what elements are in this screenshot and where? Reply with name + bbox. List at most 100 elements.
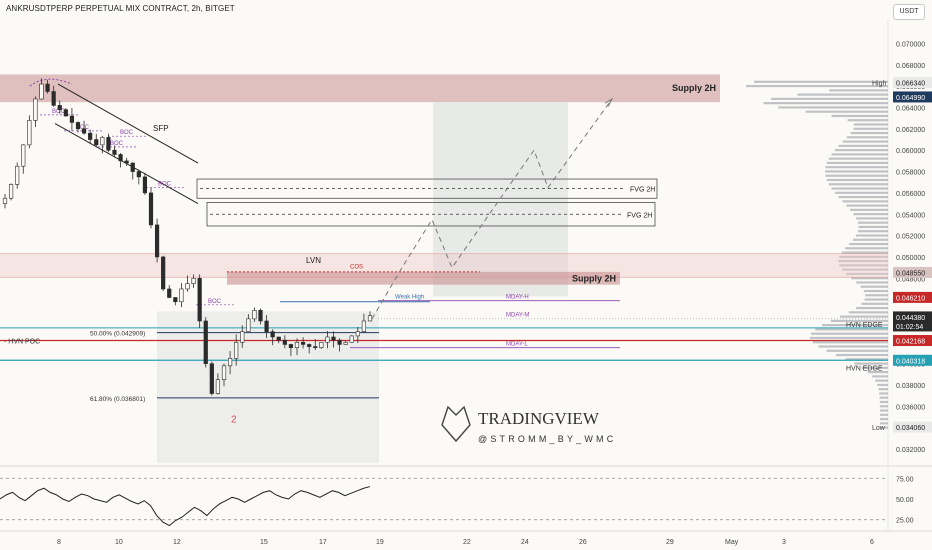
price-label-box xyxy=(893,335,932,347)
volume-profile-bar xyxy=(828,157,888,160)
candle-body xyxy=(215,379,221,394)
volume-profile-bar xyxy=(861,302,888,305)
price-tick-label: 0.052000 xyxy=(896,234,925,241)
volume-profile-bar xyxy=(855,234,888,237)
time-tick-label: 6 xyxy=(870,539,874,546)
mday-l-label: MDAY-L xyxy=(506,342,528,348)
projection-box xyxy=(433,102,568,297)
volume-profile-bar xyxy=(842,140,888,143)
price-tick-label: 0.058000 xyxy=(896,170,925,177)
volume-profile-bar xyxy=(842,200,888,203)
fib-618-label: 61.80% (0.036801) xyxy=(90,396,145,403)
volume-profile-bar xyxy=(848,311,888,314)
volume-profile-bar xyxy=(879,409,888,412)
volume-profile-bar xyxy=(879,422,888,425)
candle-body xyxy=(337,339,342,345)
volume-profile-bar xyxy=(830,319,888,322)
price-label-box xyxy=(893,266,932,278)
osc-tick-label: 50.00 xyxy=(896,497,914,504)
volume-profile-bar xyxy=(865,294,888,297)
volume-profile-bar xyxy=(878,388,888,391)
volume-profile-bar xyxy=(825,166,888,169)
time-tick-label: 3 xyxy=(782,539,786,546)
sfp-label: SFP xyxy=(153,124,169,133)
fvg-label-2: FVG 2H xyxy=(627,212,652,219)
fvg-box-2 xyxy=(206,202,656,227)
hvn-poc-label: - HVN POC xyxy=(4,339,40,346)
volume-profile-bar xyxy=(825,174,888,177)
supply-zone-top xyxy=(0,74,720,103)
candle-body xyxy=(191,277,196,284)
volume-profile-bar xyxy=(828,183,888,186)
candle-body xyxy=(161,256,166,290)
price-label-value: 0.048550 xyxy=(896,270,925,277)
candle-body xyxy=(197,277,202,322)
price-label-value: 0.040318 xyxy=(896,358,925,365)
volume-profile-bar xyxy=(879,392,888,395)
volume-profile-bar xyxy=(810,336,888,340)
volume-profile-bar xyxy=(839,255,888,258)
volume-profile-bar xyxy=(846,204,888,207)
volume-profile-bar xyxy=(853,213,888,216)
candle-body xyxy=(27,120,32,146)
osc-tick-label: 25.00 xyxy=(896,518,914,525)
price-label-box xyxy=(893,291,932,303)
candle-body xyxy=(203,320,208,364)
boc-label: BOC xyxy=(120,130,134,136)
candle-body xyxy=(331,336,336,341)
price-tick-label: 0.050000 xyxy=(896,255,925,262)
candle-body xyxy=(240,331,245,343)
price-tick-label: 0.036000 xyxy=(896,404,925,411)
candle-body xyxy=(8,184,14,199)
candle-body xyxy=(276,336,281,341)
watermark-handle: @STROMM_BY_WMC xyxy=(478,434,616,444)
candle-body xyxy=(15,165,20,185)
volume-profile-bar xyxy=(875,379,888,382)
volume-profile-bar xyxy=(746,84,888,88)
channel-upper xyxy=(57,83,199,164)
price-label-value: 0.066340 xyxy=(896,81,925,88)
volume-profile-bar xyxy=(838,195,888,199)
candle-body xyxy=(313,346,318,348)
price-tick-label: 0.068000 xyxy=(896,63,925,70)
mday-h-label: MDAY-H xyxy=(506,295,529,301)
price-tick-label: 0.056000 xyxy=(896,191,925,198)
volume-profile-bar xyxy=(829,89,888,92)
volume-profile-bar xyxy=(824,170,888,173)
candle-body xyxy=(88,132,93,140)
time-tick-label: 17 xyxy=(319,539,327,546)
candle-body xyxy=(57,105,62,110)
candle-body xyxy=(282,339,287,345)
candle-body xyxy=(167,288,172,298)
volume-profile-bar xyxy=(872,375,888,378)
price-label-box xyxy=(893,421,932,433)
volume-profile-bar xyxy=(831,153,888,156)
volume-profile-bar xyxy=(850,131,888,135)
volume-profile-bar xyxy=(810,332,888,335)
currency-button[interactable]: USDT xyxy=(893,4,925,20)
candle-body xyxy=(63,109,68,117)
weak-high-label: Weak High xyxy=(395,295,424,301)
candle-body xyxy=(221,365,227,380)
volume-profile-bar xyxy=(857,221,888,224)
time-tick-label: 19 xyxy=(376,539,384,546)
volume-profile-bar xyxy=(879,426,888,429)
candle-body xyxy=(227,358,233,367)
boc-label: BOC xyxy=(158,181,172,187)
volume-profile-bar xyxy=(860,285,888,288)
price-label-box xyxy=(893,311,932,323)
candle-body xyxy=(2,197,8,204)
volume-profile-bar xyxy=(846,272,888,276)
price-tick-label: 0.054000 xyxy=(896,212,925,219)
price-label-value: 01:02:54 xyxy=(896,324,923,331)
volume-profile-bar xyxy=(852,238,888,241)
price-tick-label: 0.060000 xyxy=(896,148,925,155)
volume-profile-bar xyxy=(861,366,888,369)
lvn-zone xyxy=(0,253,888,278)
projection-path xyxy=(371,98,613,320)
volume-profile-bar xyxy=(831,187,888,190)
candle-body xyxy=(246,318,251,332)
price-tick-label: 0.070000 xyxy=(896,41,925,48)
supply-zone-top-label: Supply 2H xyxy=(672,83,716,93)
